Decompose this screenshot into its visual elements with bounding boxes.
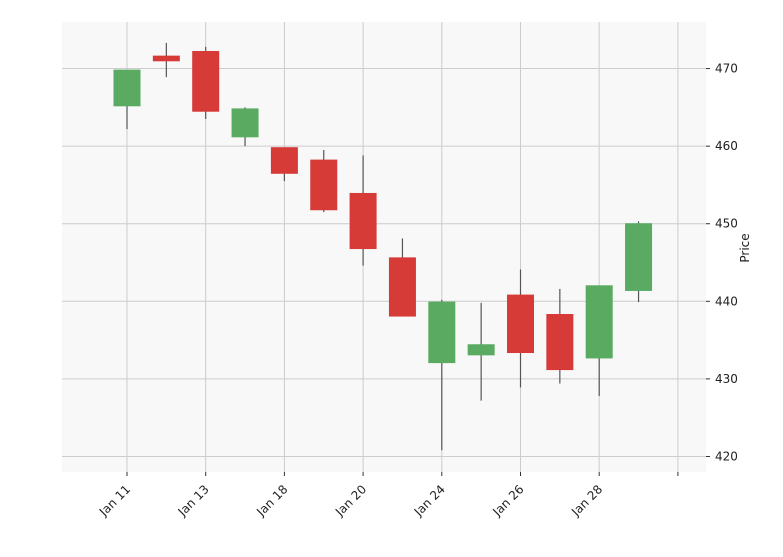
candle — [467, 302, 495, 401]
candle — [585, 285, 613, 396]
candle — [428, 299, 456, 451]
x-axis: Jan 11 Jan 13 Jan 18 Jan 20 Jan 24 Jan 26 Jan … — [96, 472, 679, 519]
y-tick-label: 460 — [715, 139, 738, 153]
candle-body-up — [467, 344, 495, 356]
candle-body-down — [388, 257, 416, 317]
candle-body-up — [428, 301, 456, 364]
y-tick-label: 420 — [715, 449, 738, 463]
candle — [113, 69, 141, 130]
candle-body-up — [625, 223, 653, 291]
y-axis: 420 430 440 450 460 470 — [706, 62, 738, 463]
plot-background — [62, 22, 706, 472]
x-tick-label: Jan 18 — [253, 482, 290, 519]
candle-body-up — [113, 69, 141, 107]
y-tick-label: 450 — [715, 217, 738, 231]
candle — [349, 155, 377, 266]
x-tick-label: Jan 24 — [411, 482, 448, 519]
y-tick-label: 440 — [715, 294, 738, 308]
candle — [507, 269, 534, 388]
candle — [546, 288, 574, 384]
candles — [113, 42, 653, 451]
candle-body-down — [192, 50, 220, 112]
candle — [152, 42, 180, 78]
candle-body-down — [152, 55, 180, 62]
x-tick-label: Jan 11 — [96, 482, 133, 519]
x-tick-label: Jan 28 — [568, 482, 605, 519]
candle-body-up — [231, 108, 259, 138]
candle — [388, 238, 416, 317]
candle — [270, 147, 298, 182]
y-tick-label: 470 — [715, 62, 738, 76]
candle — [310, 150, 338, 213]
x-tick-label: Jan 13 — [175, 482, 212, 519]
candle-body-up — [585, 285, 613, 359]
candle-body-down — [349, 192, 377, 250]
x-tick-label: Jan 26 — [489, 482, 526, 519]
candle — [625, 221, 653, 303]
candle-body-down — [270, 147, 298, 174]
candle — [192, 46, 220, 119]
y-axis-title: Price — [738, 233, 752, 262]
candle-body-down — [546, 314, 574, 371]
gridlines — [62, 22, 706, 472]
candle — [231, 107, 259, 147]
candle-body-down — [310, 159, 338, 211]
x-tick-label: Jan 20 — [332, 482, 369, 519]
candle-body-down — [507, 294, 534, 354]
y-tick-label: 430 — [715, 372, 738, 386]
